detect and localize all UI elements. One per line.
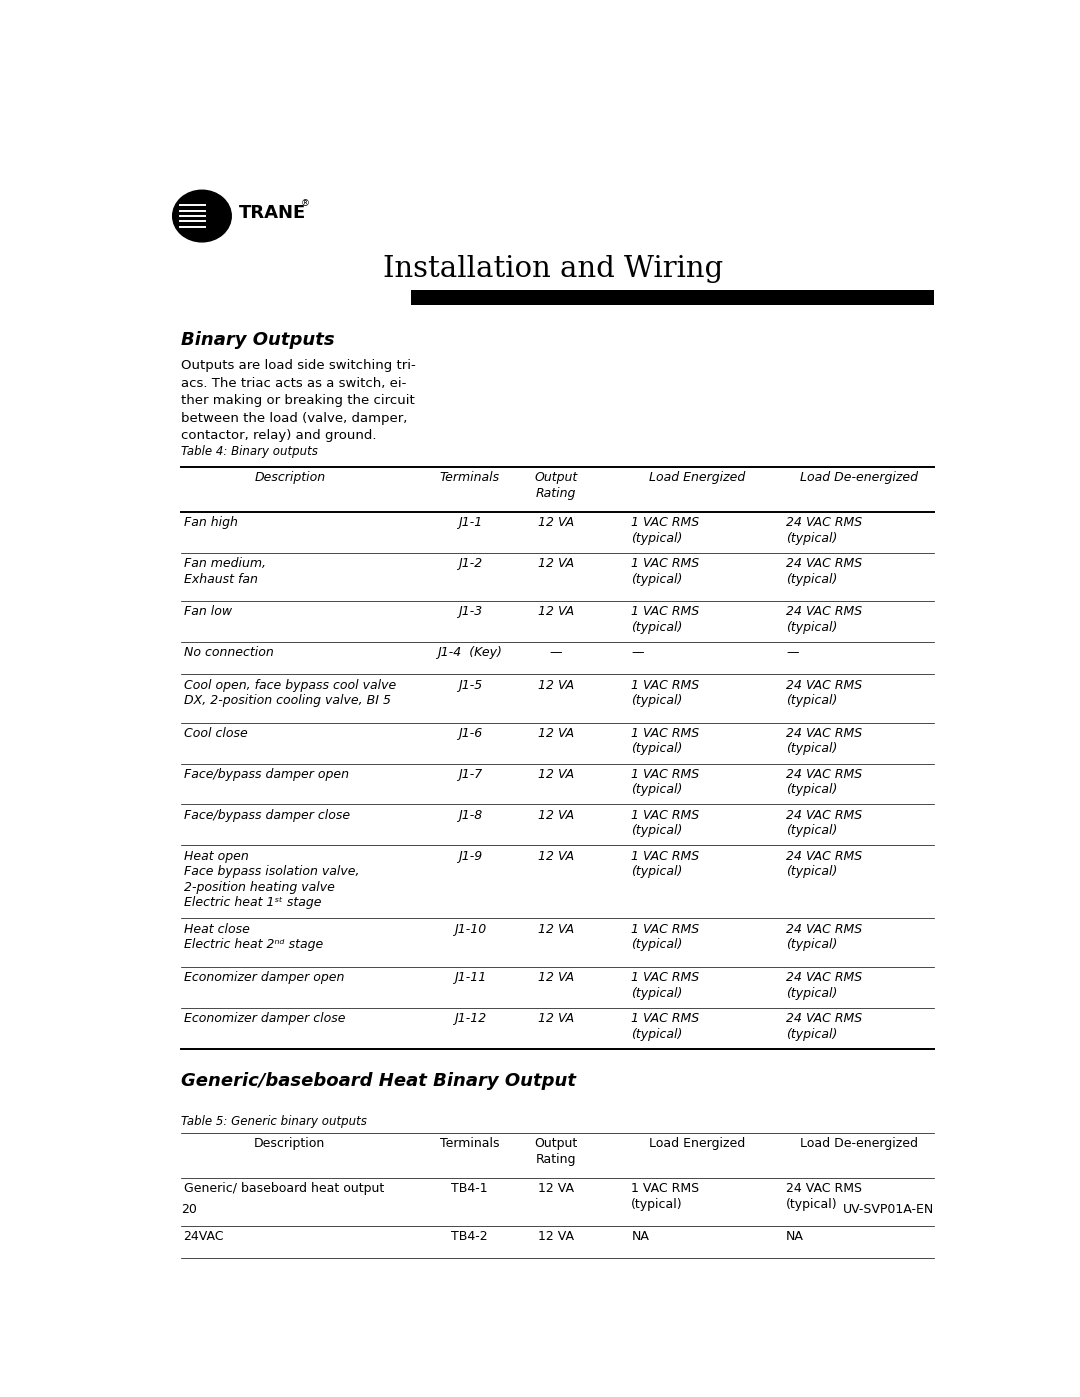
Text: Cool close: Cool close (184, 726, 247, 740)
Text: 1 VAC RMS
(typical): 1 VAC RMS (typical) (632, 1011, 700, 1041)
Text: Load De-energized: Load De-energized (800, 471, 918, 483)
Text: Binary Outputs: Binary Outputs (181, 331, 335, 349)
Text: 24 VAC RMS
(typical): 24 VAC RMS (typical) (786, 768, 862, 796)
Text: 12 VA: 12 VA (538, 1011, 575, 1025)
Text: NA: NA (786, 1231, 805, 1243)
Text: 20: 20 (181, 1203, 197, 1217)
Text: Generic/baseboard Heat Binary Output: Generic/baseboard Heat Binary Output (181, 1073, 576, 1090)
Text: Fan high: Fan high (184, 515, 238, 529)
Text: 24 VAC RMS
(typical): 24 VAC RMS (typical) (786, 515, 862, 545)
Text: 1 VAC RMS
(typical): 1 VAC RMS (typical) (632, 605, 700, 634)
Text: J1-1: J1-1 (458, 515, 482, 529)
Text: TB4-1: TB4-1 (451, 1182, 488, 1194)
Text: 1 VAC RMS
(typical): 1 VAC RMS (typical) (632, 679, 700, 707)
Text: 12 VA: 12 VA (538, 557, 575, 570)
Text: Generic/ baseboard heat output: Generic/ baseboard heat output (184, 1182, 383, 1194)
Text: 24VAC: 24VAC (184, 1231, 224, 1243)
Text: Terminals: Terminals (440, 471, 500, 483)
Text: 24 VAC RMS
(typical): 24 VAC RMS (typical) (786, 726, 862, 756)
Text: 24 VAC RMS
(typical): 24 VAC RMS (typical) (786, 605, 862, 634)
Text: J1-5: J1-5 (458, 679, 482, 692)
Text: 12 VA: 12 VA (538, 971, 575, 983)
Text: Table 4: Binary outputs: Table 4: Binary outputs (181, 446, 318, 458)
Text: Terminals: Terminals (440, 1137, 500, 1150)
Text: 24 VAC RMS
(typical): 24 VAC RMS (typical) (786, 809, 862, 837)
Text: 24 VAC RMS
(typical): 24 VAC RMS (typical) (786, 557, 862, 585)
Text: 12 VA: 12 VA (538, 923, 575, 936)
Text: 24 VAC RMS
(typical): 24 VAC RMS (typical) (786, 971, 862, 1000)
Text: Face/bypass damper close: Face/bypass damper close (184, 809, 350, 821)
Text: J1-8: J1-8 (458, 809, 482, 821)
Text: Fan medium,
Exhaust fan: Fan medium, Exhaust fan (184, 557, 266, 585)
Text: Fan low: Fan low (184, 605, 232, 619)
Text: Load Energized: Load Energized (649, 471, 745, 483)
Text: Heat open
Face bypass isolation valve,
2-position heating valve
Electric heat 1ˢ: Heat open Face bypass isolation valve, 2… (184, 849, 359, 909)
Text: 1 VAC RMS
(typical): 1 VAC RMS (typical) (632, 726, 700, 756)
Text: J1-3: J1-3 (458, 605, 482, 619)
Text: —: — (786, 647, 799, 659)
Text: 1 VAC RMS
(typical): 1 VAC RMS (typical) (632, 768, 700, 796)
Text: Load De-energized: Load De-energized (800, 1137, 918, 1150)
Text: Description: Description (254, 1137, 325, 1150)
Text: 1 VAC RMS
(typical): 1 VAC RMS (typical) (632, 849, 700, 879)
Text: 24 VAC RMS
(typical): 24 VAC RMS (typical) (786, 679, 862, 707)
Text: Load Energized: Load Energized (649, 1137, 745, 1150)
Text: 12 VA: 12 VA (538, 849, 575, 862)
Text: —: — (550, 647, 563, 659)
Text: Cool open, face bypass cool valve
DX, 2-position cooling valve, BI 5: Cool open, face bypass cool valve DX, 2-… (184, 679, 395, 707)
Text: 24 VAC RMS
(typical): 24 VAC RMS (typical) (786, 923, 862, 951)
Text: Face/bypass damper open: Face/bypass damper open (184, 768, 349, 781)
Text: NA: NA (632, 1231, 649, 1243)
Text: 12 VA: 12 VA (538, 679, 575, 692)
Text: 1 VAC RMS
(typical): 1 VAC RMS (typical) (632, 809, 700, 837)
Text: 1 VAC RMS
(typical): 1 VAC RMS (typical) (632, 515, 700, 545)
Text: J1-4  (Key): J1-4 (Key) (437, 647, 502, 659)
Text: 1 VAC RMS
(typical): 1 VAC RMS (typical) (632, 1182, 700, 1211)
Text: Economizer damper open: Economizer damper open (184, 971, 343, 983)
Text: J1-7: J1-7 (458, 768, 482, 781)
Text: 24 VAC RMS
(typical): 24 VAC RMS (typical) (786, 1182, 862, 1211)
Text: TRANE: TRANE (239, 204, 306, 222)
Text: Description: Description (254, 471, 325, 483)
Text: 24 VAC RMS
(typical): 24 VAC RMS (typical) (786, 1011, 862, 1041)
Text: 1 VAC RMS
(typical): 1 VAC RMS (typical) (632, 923, 700, 951)
Text: UV-SVP01A-EN: UV-SVP01A-EN (843, 1203, 934, 1217)
Text: —: — (632, 647, 644, 659)
Text: J1-12: J1-12 (454, 1011, 486, 1025)
Text: No connection: No connection (184, 647, 273, 659)
Text: 12 VA: 12 VA (538, 768, 575, 781)
Ellipse shape (173, 190, 231, 242)
Text: 12 VA: 12 VA (538, 726, 575, 740)
Text: 12 VA: 12 VA (538, 515, 575, 529)
Bar (411, 291, 934, 306)
Text: 24 VAC RMS
(typical): 24 VAC RMS (typical) (786, 849, 862, 879)
Text: Output
Rating: Output Rating (535, 1137, 578, 1166)
Text: Outputs are load side switching tri-
acs. The triac acts as a switch, ei-
ther m: Outputs are load side switching tri- acs… (181, 359, 416, 441)
Text: Economizer damper close: Economizer damper close (184, 1011, 345, 1025)
Text: 1 VAC RMS
(typical): 1 VAC RMS (typical) (632, 557, 700, 585)
Text: J1-6: J1-6 (458, 726, 482, 740)
Text: Heat close
Electric heat 2ⁿᵈ stage: Heat close Electric heat 2ⁿᵈ stage (184, 923, 323, 951)
Text: 12 VA: 12 VA (538, 1231, 573, 1243)
Text: 12 VA: 12 VA (538, 605, 575, 619)
Text: J1-11: J1-11 (454, 971, 486, 983)
Text: J1-9: J1-9 (458, 849, 482, 862)
Text: Table 5: Generic binary outputs: Table 5: Generic binary outputs (181, 1115, 367, 1129)
Text: Installation and Wiring: Installation and Wiring (383, 254, 724, 282)
Text: 1 VAC RMS
(typical): 1 VAC RMS (typical) (632, 971, 700, 1000)
Text: J1-2: J1-2 (458, 557, 482, 570)
Text: 12 VA: 12 VA (538, 809, 575, 821)
Text: J1-10: J1-10 (454, 923, 486, 936)
Text: 12 VA: 12 VA (538, 1182, 573, 1194)
Text: TB4-2: TB4-2 (451, 1231, 488, 1243)
Text: Output
Rating: Output Rating (535, 471, 578, 500)
Text: ®: ® (300, 198, 310, 208)
